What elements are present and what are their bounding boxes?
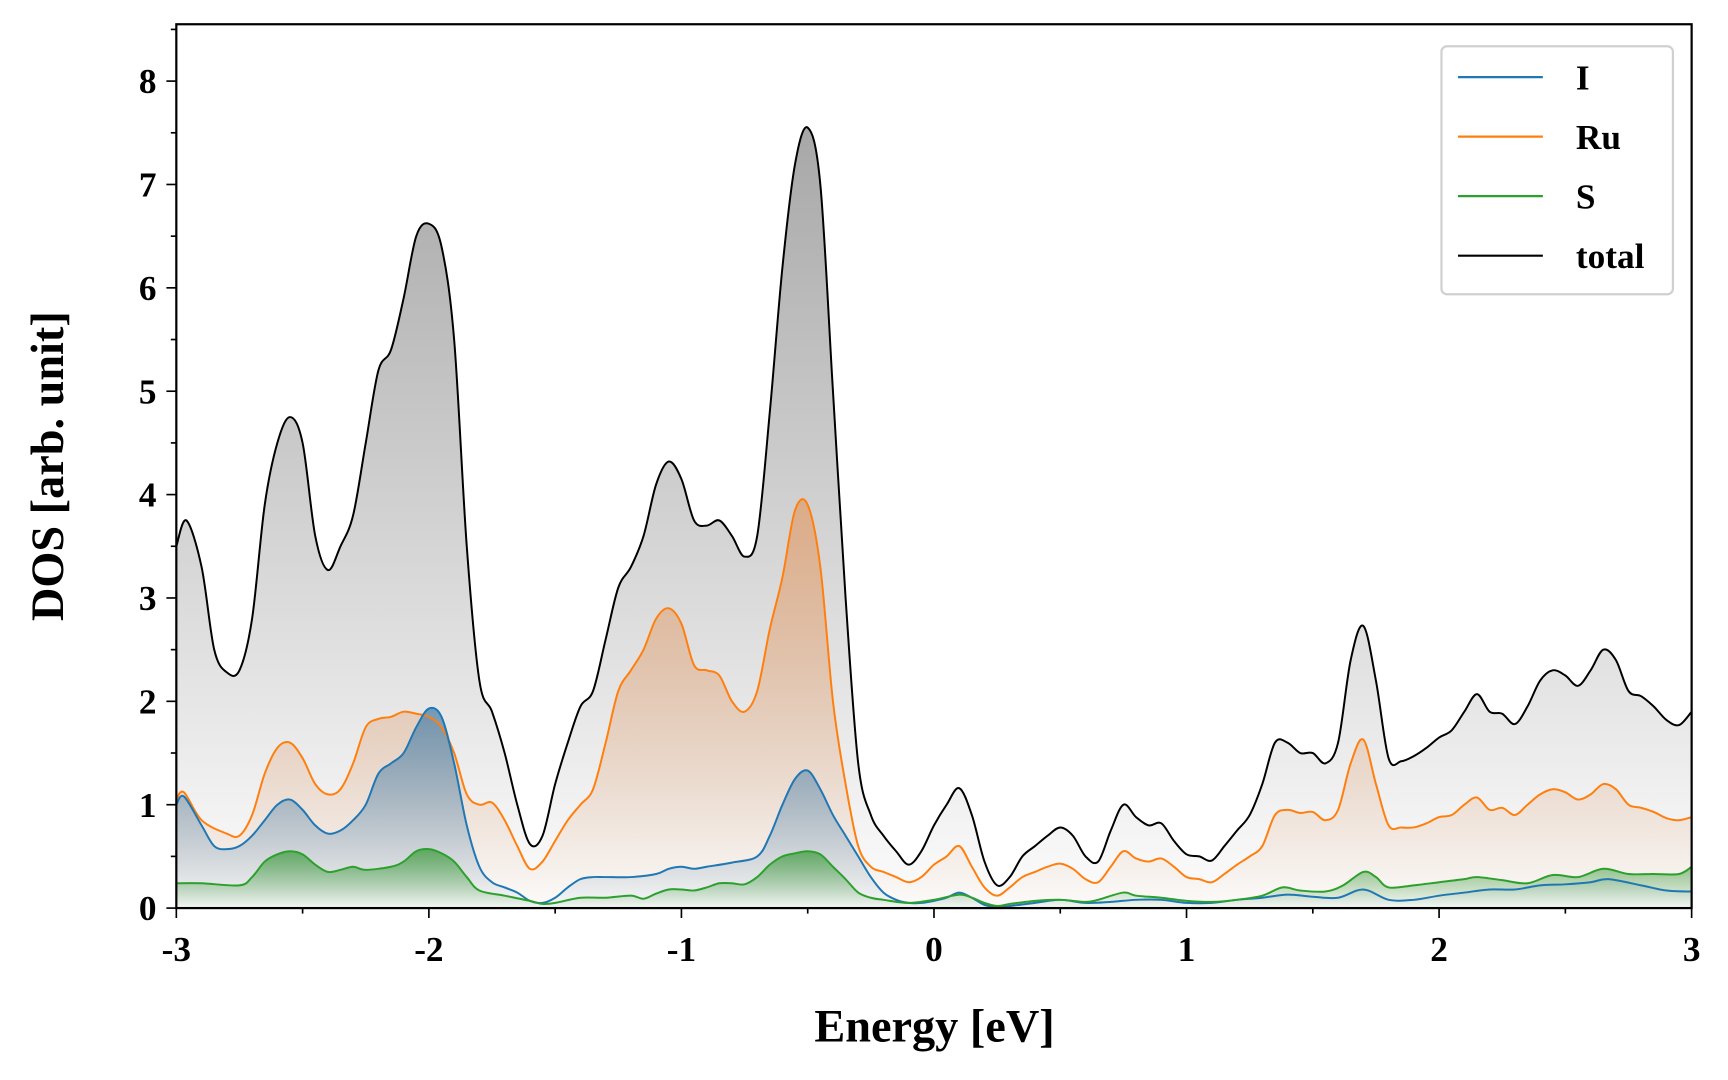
series-lines [175,126,1693,909]
legend-label-i: I [1576,58,1590,97]
x-tick-label: 1 [1178,930,1196,969]
x-tick-label: -1 [667,930,696,969]
total-dos-line [175,126,1693,887]
legend-label-ru: Ru [1576,118,1621,157]
legend-label-total: total [1576,237,1645,276]
x-tick-label: -3 [162,930,191,969]
s-dos-line [176,848,1693,908]
y-tick-label: 6 [139,269,157,308]
ru-dos-line [175,498,1692,897]
x-tick-label: 2 [1430,930,1448,969]
y-tick-label: 0 [139,889,157,928]
series-fills [176,127,1692,909]
y-axis-label: DOS [arb. unit] [23,311,74,621]
axis-ticks: -3 -2 -1 0 1 2 3 0 1 2 3 4 5 6 7 8 [139,28,1701,969]
legend-label-s: S [1576,177,1596,216]
s-fill-area [176,849,1692,909]
y-tick-label: 3 [139,579,157,618]
y-tick-label: 8 [139,62,157,101]
i-dos-line [175,706,1692,909]
y-tick-label: 4 [139,476,157,515]
x-tick-label: 0 [925,930,943,969]
x-tick-label: -2 [414,930,443,969]
legend-box [1440,45,1674,296]
y-tick-label: 1 [139,786,157,825]
y-tick-label: 2 [139,682,157,721]
x-tick-label: 3 [1683,930,1701,969]
y-tick-label: 5 [139,372,157,411]
y-tick-label: 7 [139,166,157,205]
x-axis-label: Energy [eV] [814,1001,1054,1052]
